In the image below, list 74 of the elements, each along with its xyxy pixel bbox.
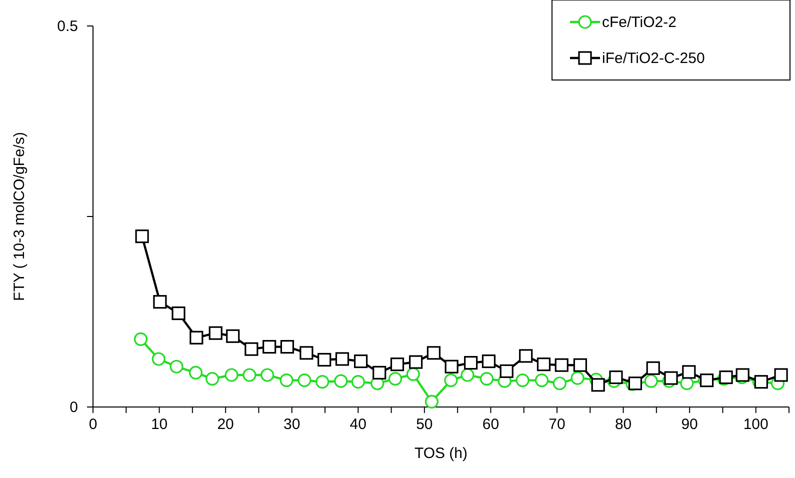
- y-tick-label: 0.5: [57, 18, 78, 35]
- x-tick-label: 40: [350, 416, 366, 433]
- point: [260, 368, 274, 382]
- point: [680, 376, 694, 390]
- point: [244, 342, 258, 356]
- point: [682, 365, 696, 379]
- point: [516, 374, 530, 388]
- point: [646, 361, 660, 375]
- x-tick-label: 20: [217, 416, 234, 433]
- point: [298, 374, 312, 388]
- legend-label: cFe/TiO2-2: [602, 14, 676, 31]
- point: [208, 326, 222, 340]
- point: [482, 354, 496, 368]
- x-tick-label: 100: [743, 416, 768, 433]
- point: [280, 374, 294, 388]
- point: [664, 371, 678, 385]
- point: [242, 368, 256, 382]
- point: [552, 376, 566, 390]
- point: [188, 366, 203, 380]
- point: [206, 372, 220, 386]
- point: [573, 358, 587, 372]
- point: [444, 360, 458, 374]
- point: [570, 371, 584, 385]
- y-axis-title: FTY ( 10-3 molCO/gFe/s): [11, 132, 28, 301]
- x-tick-label: 60: [482, 416, 500, 433]
- point: [536, 358, 551, 372]
- point: [519, 349, 533, 363]
- x-tick-label: 10: [150, 416, 168, 433]
- point: [426, 346, 441, 360]
- point: [774, 368, 788, 382]
- point: [444, 374, 458, 388]
- point: [280, 340, 294, 354]
- point: [135, 230, 149, 244]
- point: [390, 358, 404, 372]
- point: [644, 374, 658, 388]
- point: [406, 367, 420, 382]
- point: [318, 352, 332, 367]
- x-tick-label: 70: [548, 416, 566, 433]
- point: [153, 295, 167, 309]
- point: [388, 372, 402, 386]
- x-tick-label: 80: [614, 416, 632, 433]
- point: [409, 355, 423, 369]
- point: [170, 360, 184, 374]
- point: [628, 376, 642, 390]
- point: [334, 374, 348, 388]
- point: [300, 346, 314, 360]
- point: [354, 354, 368, 368]
- x-tick-label: 0: [88, 416, 98, 433]
- point: [351, 375, 365, 389]
- point: [480, 372, 494, 386]
- point: [609, 370, 623, 384]
- x-tick-label: 50: [416, 416, 433, 433]
- point: [134, 332, 148, 346]
- point: [554, 358, 568, 372]
- point: [335, 352, 350, 366]
- point: [534, 374, 549, 388]
- point: [152, 352, 166, 366]
- x-tick-label: 30: [284, 416, 300, 433]
- point: [500, 364, 514, 378]
- point: [736, 368, 750, 382]
- x-tick-label: 90: [681, 416, 698, 433]
- point: [190, 330, 204, 344]
- point: [172, 306, 186, 320]
- point: [226, 329, 240, 343]
- point: [591, 378, 605, 392]
- x-axis-title: TOS (h): [414, 445, 468, 462]
- point: [460, 368, 474, 382]
- point: [424, 394, 439, 408]
- point: [464, 356, 478, 370]
- point: [372, 366, 386, 380]
- point: [316, 375, 330, 389]
- legend-label: iFe/TiO2-C-250: [602, 50, 705, 67]
- point: [224, 368, 238, 382]
- point: [262, 340, 276, 354]
